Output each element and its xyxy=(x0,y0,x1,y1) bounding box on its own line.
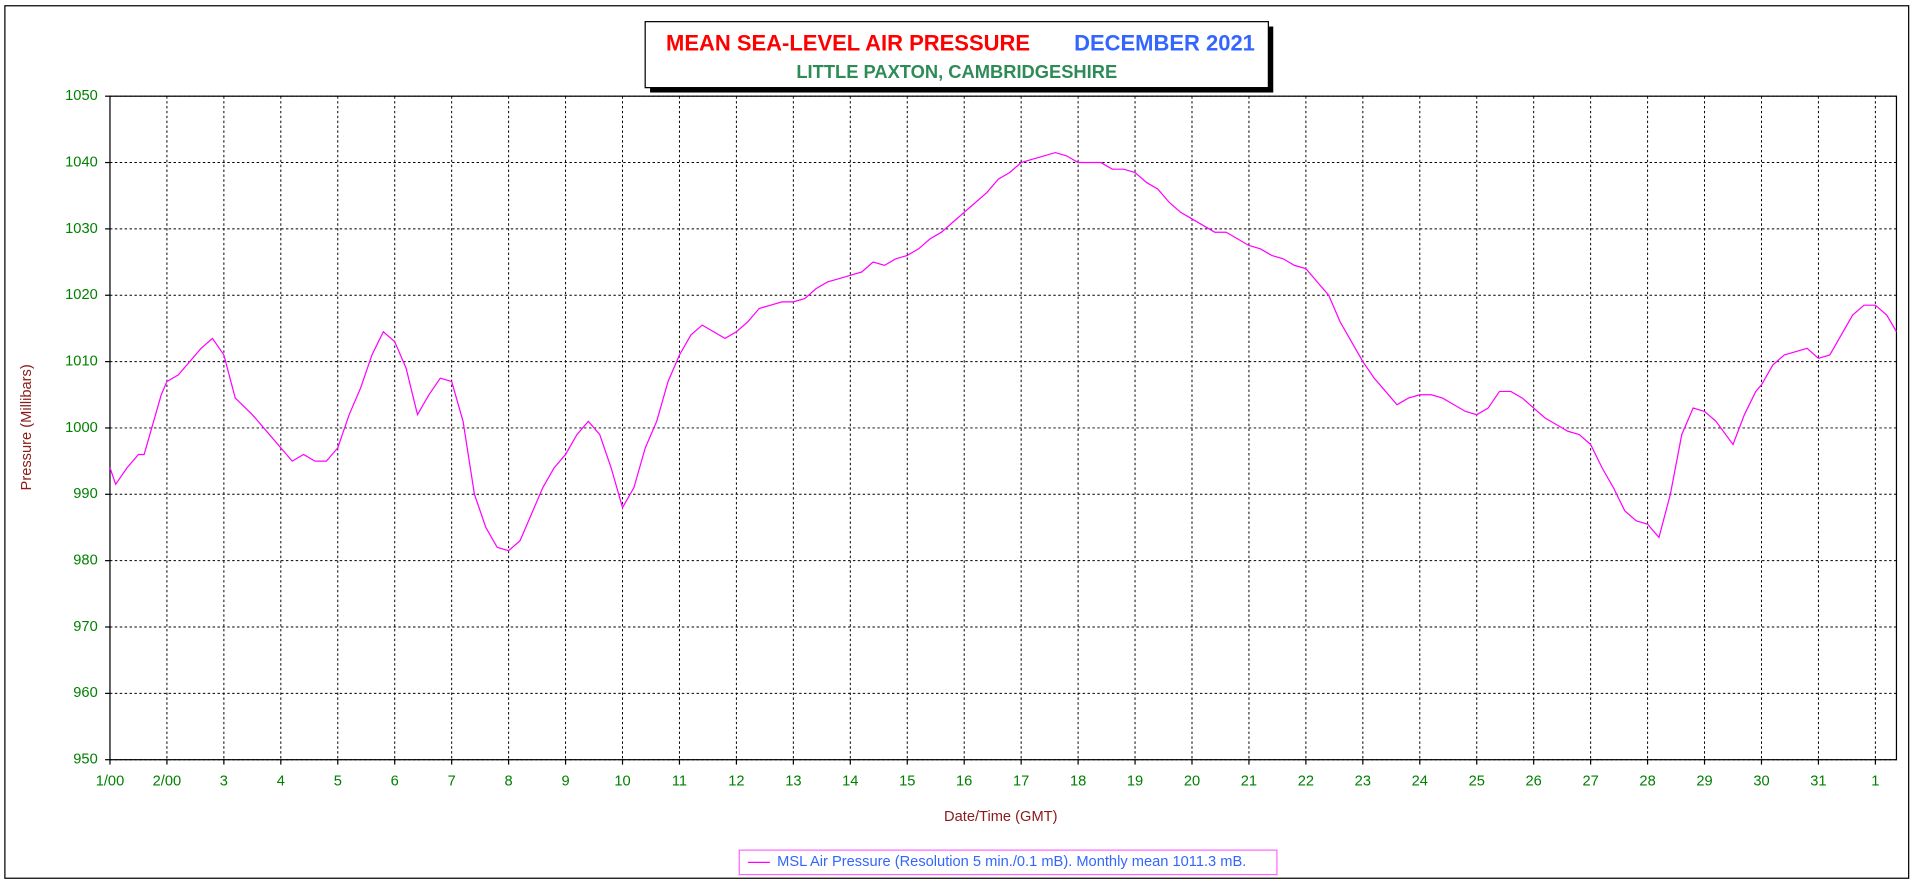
x-tick-label: 13 xyxy=(785,774,801,790)
y-tick-label: 960 xyxy=(73,685,97,701)
x-tick-label: 24 xyxy=(1412,774,1428,790)
y-tick-label: 980 xyxy=(73,553,97,569)
frame xyxy=(4,5,1910,879)
y-axis-label: Pressure (Millibars) xyxy=(19,364,35,490)
x-tick-label: 12 xyxy=(728,774,744,790)
x-tick-label: 1/00 xyxy=(96,774,125,790)
x-tick-label: 6 xyxy=(391,774,399,790)
y-tick-label: 1020 xyxy=(65,287,98,303)
x-tick-label: 1 xyxy=(1871,774,1879,790)
x-tick-label: 30 xyxy=(1753,774,1769,790)
x-tick-label: 31 xyxy=(1810,774,1826,790)
x-tick-label: 4 xyxy=(277,774,285,790)
y-tick-label: 950 xyxy=(73,752,97,768)
x-tick-label: 22 xyxy=(1298,774,1314,790)
x-tick-label: 20 xyxy=(1184,774,1200,790)
x-tick-label: 2/00 xyxy=(153,774,182,790)
y-tick-label: 990 xyxy=(73,486,97,502)
data-line xyxy=(109,151,1897,552)
plot-area xyxy=(109,95,1898,761)
x-tick-label: 29 xyxy=(1696,774,1712,790)
x-tick-label: 3 xyxy=(220,774,228,790)
x-tick-label: 9 xyxy=(561,774,569,790)
y-tick-label: 1030 xyxy=(65,221,98,237)
x-tick-label: 8 xyxy=(505,774,513,790)
x-tick-label: 25 xyxy=(1469,774,1485,790)
x-tick-label: 26 xyxy=(1526,774,1542,790)
x-tick-label: 7 xyxy=(448,774,456,790)
x-tick-label: 15 xyxy=(899,774,915,790)
x-tick-label: 21 xyxy=(1241,774,1257,790)
y-tick-label: 1040 xyxy=(65,154,98,170)
x-tick-label: 11 xyxy=(672,774,687,790)
x-tick-label: 23 xyxy=(1355,774,1371,790)
x-tick-label: 14 xyxy=(842,774,858,790)
legend-box xyxy=(738,849,1278,876)
x-tick-label: 5 xyxy=(334,774,342,790)
legend-label: MSL Air Pressure (Resolution 5 min./0.1 … xyxy=(777,854,1246,870)
y-tick-label: 1010 xyxy=(65,353,98,369)
chart-title: MEAN SEA-LEVEL AIR PRESSURE xyxy=(666,31,1030,56)
x-tick-label: 19 xyxy=(1127,774,1143,790)
x-tick-label: 17 xyxy=(1013,774,1029,790)
chart-subtitle: LITTLE PAXTON, CAMBRIDGESHIRE xyxy=(796,61,1117,82)
x-tick-label: 28 xyxy=(1639,774,1655,790)
y-tick-label: 1000 xyxy=(65,420,98,436)
y-tick-label: 970 xyxy=(73,619,97,635)
x-tick-label: 27 xyxy=(1582,774,1598,790)
x-tick-label: 16 xyxy=(956,774,972,790)
x-tick-label: 18 xyxy=(1070,774,1086,790)
y-tick-label: 1050 xyxy=(65,88,98,104)
chart-title-date: DECEMBER 2021 xyxy=(1074,31,1255,56)
x-tick-label: 10 xyxy=(614,774,630,790)
x-axis-label: Date/Time (GMT) xyxy=(944,809,1057,825)
title-box xyxy=(644,21,1269,89)
